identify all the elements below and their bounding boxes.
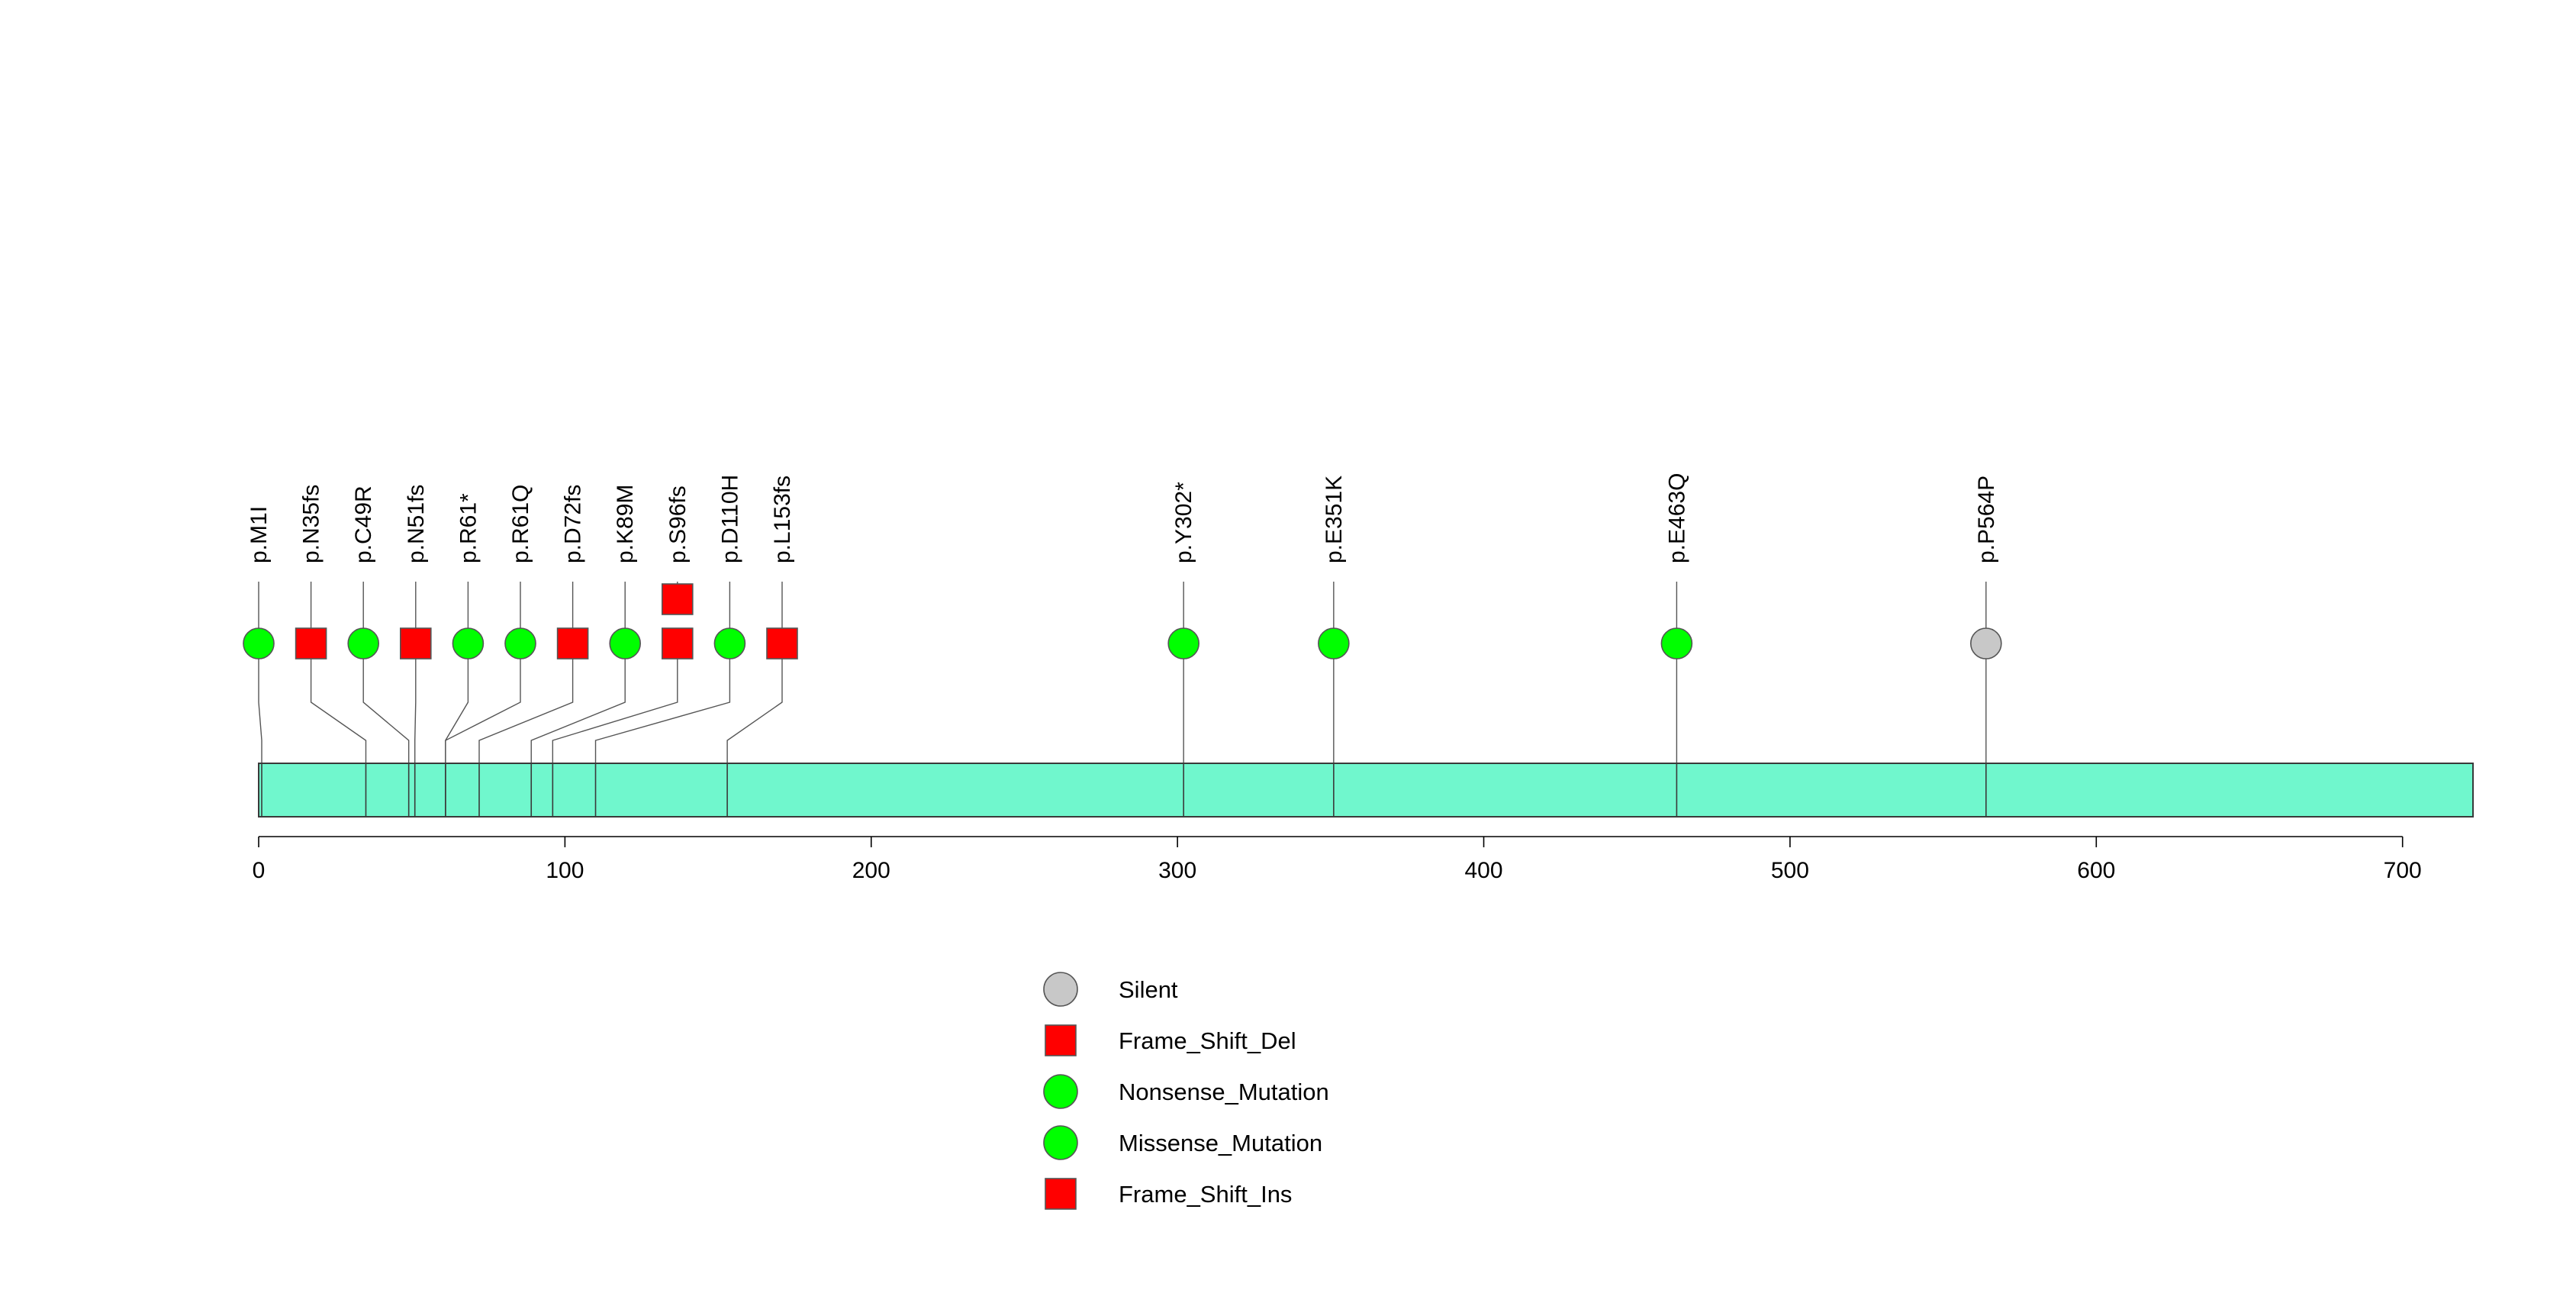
x-tick-label-700: 700 <box>2384 858 2422 883</box>
connector-10 <box>594 643 731 763</box>
mutation-label-9: p.S96fs <box>665 485 691 563</box>
mutation-marker-9 <box>661 627 694 660</box>
mutation-marker-6 <box>504 627 536 660</box>
mutation-marker-10 <box>713 627 746 660</box>
x-tick-label-500: 500 <box>1771 858 1809 883</box>
mutation-label-3: p.C49R <box>351 485 376 563</box>
mutation-marker-7 <box>556 627 589 660</box>
mutation-marker-9-2 <box>661 583 694 615</box>
connector-5 <box>445 643 469 763</box>
x-tick-label-0: 0 <box>253 858 266 883</box>
mutation-label-13: p.E351K <box>1322 476 1347 563</box>
mutation-marker-11 <box>766 627 798 660</box>
mutation-label-1: p.M1I <box>246 506 272 563</box>
mutation-marker-5 <box>452 627 485 660</box>
mutation-marker-4 <box>399 627 432 660</box>
protein-backbone <box>258 763 2474 818</box>
x-tick-label-200: 200 <box>852 858 890 883</box>
mutation-markers <box>243 583 2002 660</box>
connector-2 <box>310 643 367 763</box>
mutation-marker-15 <box>1970 627 2002 660</box>
connector-9 <box>552 643 678 763</box>
connector-3 <box>362 643 410 763</box>
mutation-label-11: p.L153fs <box>770 476 795 563</box>
mutation-label-6: p.R61Q <box>508 485 533 563</box>
mutation-marker-13 <box>1318 627 1350 660</box>
connector-4 <box>414 643 417 763</box>
legend-symbol-2 <box>1045 1024 1077 1056</box>
legend-symbol-4 <box>1043 1125 1078 1160</box>
mutation-marker-1 <box>243 627 275 660</box>
x-axis: 0 100 200 300 400 500 600 700 <box>253 836 2422 883</box>
mutation-label-14: p.E463Q <box>1664 473 1689 563</box>
mutation-label-2: p.N35fs <box>299 485 324 563</box>
x-tick-label-400: 400 <box>1465 858 1503 883</box>
mutation-marker-12 <box>1167 627 1199 660</box>
mutation-label-8: p.K89M <box>613 485 638 563</box>
x-tick-label-600: 600 <box>2077 858 2115 883</box>
legend-label-3: Nonsense_Mutation <box>1119 1079 1329 1105</box>
mutation-label-10: p.D110H <box>717 475 742 563</box>
mutation-marker-8 <box>609 627 642 660</box>
mutation-label-7: p.D72fs <box>561 485 586 563</box>
x-tick-label-300: 300 <box>1158 858 1196 883</box>
mutation-label-5: p.R61* <box>456 493 481 563</box>
mutation-label-15: p.P564P <box>1974 476 1999 563</box>
connector-8 <box>530 643 626 763</box>
connector-1 <box>258 643 262 763</box>
x-tick-label-100: 100 <box>546 858 584 883</box>
legend-label-1: Silent <box>1119 976 1178 1003</box>
mutation-marker-14 <box>1660 627 1693 660</box>
legend-symbol-1 <box>1043 972 1078 1007</box>
legend: Silent Frame_Shift_Del Nonsense_Mutation Mi… <box>1043 972 1329 1210</box>
connector-7 <box>478 643 574 763</box>
legend-symbol-3 <box>1043 1074 1078 1109</box>
legend-label-2: Frame_Shift_Del <box>1119 1027 1296 1054</box>
mutation-marker-3 <box>347 627 380 660</box>
connector-6 <box>445 643 521 763</box>
connector-lines <box>258 582 1987 763</box>
legend-label-4: Missense_Mutation <box>1119 1130 1322 1156</box>
legend-symbol-5 <box>1045 1178 1077 1210</box>
position-stems <box>261 763 1987 817</box>
mutation-label-12: p.Y302* <box>1171 482 1196 563</box>
connector-11 <box>726 643 783 763</box>
legend-label-5: Frame_Shift_Ins <box>1119 1181 1292 1208</box>
mutation-label-4: p.N51fs <box>404 485 429 563</box>
mutation-marker-2 <box>295 627 327 660</box>
mutation-labels: p.M1I p.N35fs p.C49R p.N51fs p.R61* p.R61Q p.D… <box>246 473 1999 563</box>
